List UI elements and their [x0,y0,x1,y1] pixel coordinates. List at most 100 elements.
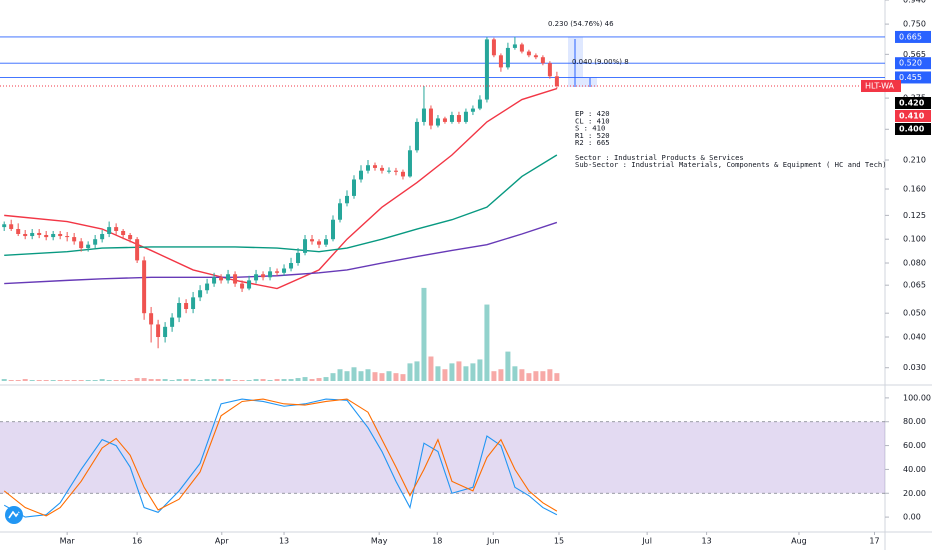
candle-body [289,263,294,269]
candle-body [254,274,259,281]
volume-bar [309,379,315,381]
candle-body [414,121,419,151]
volume-bar [330,373,336,381]
candle-body [44,235,49,238]
symbol-box [861,80,901,93]
volume-bar [246,380,252,381]
volume-bar [533,371,539,381]
candle-body [79,241,84,249]
candle-body [554,76,559,87]
volume-bar [134,378,140,381]
x-tick-label: Jun [486,537,500,546]
price-box [895,123,931,135]
candle-body [9,224,14,230]
volume-bar [421,287,427,381]
candle-body [428,108,433,126]
candle-body [170,317,175,327]
note: R1 : 520 [575,131,610,140]
x-tick-label: Mar [60,537,76,546]
candle-body [365,165,370,171]
candle-body [282,268,287,273]
volume-bar [344,371,350,381]
volume-bar [22,379,28,381]
candle-body [407,150,412,177]
volume-bar [113,380,119,381]
volume-bar [99,379,105,381]
stoch-band [0,421,885,494]
y-tick-label: 80.00 [903,417,926,426]
candle-body [114,227,119,231]
candle-body [400,171,405,177]
candle-body [463,111,468,122]
candle-body [505,47,510,68]
note: EP : 420 [575,109,610,118]
volume-bar [554,373,560,381]
candle-body [379,167,384,171]
candle-body [156,324,161,338]
y-tick-label: 40.00 [903,465,926,474]
candle-body [72,237,77,242]
y-tick-label: 0.100 [903,235,926,244]
volume-bar [512,366,518,381]
y-tick-label: 20.00 [903,489,926,498]
candle-body [352,179,356,196]
volume-bar [379,373,385,381]
y-tick-label: 0.00 [903,513,921,522]
volume-bar [64,380,70,381]
y-tick-label: 0.125 [903,211,926,220]
candle-body [142,260,147,314]
volume-bar [162,379,168,381]
measure-label: 0.230 (54.76%) 46 [548,20,614,28]
candle-body [212,277,217,284]
candle-body [65,236,70,238]
candle-body [93,239,98,245]
level-label: 0.520 [899,59,922,68]
volume-bar [484,304,490,381]
candle-body [149,313,154,325]
candle-body [338,203,343,220]
volume-bar [15,380,21,381]
candle-body [100,233,105,240]
volume-bar [148,379,154,381]
y-tick-label: 0.750 [903,20,926,29]
volume-bar [281,379,287,381]
volume-bar [337,369,343,381]
candle-body [512,44,517,48]
candle-body [533,55,538,58]
price-label: 0.420 [899,99,925,108]
volume-bar [36,380,42,381]
x-tick-label: 15 [554,537,564,546]
volume-bar [491,371,497,381]
candle-body [205,283,210,291]
volume-bar [316,378,322,381]
volume-bar [169,380,175,381]
volume-bar [449,363,455,381]
candle-body [526,51,531,56]
candle-body [261,274,266,278]
volume-bar [183,379,189,381]
level-box [895,30,931,43]
candle-body [372,165,377,168]
volume-bar [92,380,98,381]
candle-body [23,233,28,237]
x-tick-label: 17 [869,537,879,546]
y-tick-label: 0.030 [903,363,926,372]
level-box [895,57,931,70]
volume-bar [351,367,357,381]
candle-body [37,232,42,236]
volume-bar [225,379,231,381]
candle-body [275,271,280,273]
volume-bar [519,369,525,381]
volume-bar [547,369,553,381]
candle-body [310,239,315,242]
price-label: 0.410 [899,112,925,121]
volume-bar [232,380,238,381]
candle-body [121,230,126,236]
candle-body [163,326,168,338]
volume-bar [50,380,56,381]
candle-body [421,108,426,122]
candle-body [540,57,545,64]
candle-body [470,108,475,112]
volume-bar [71,380,77,381]
